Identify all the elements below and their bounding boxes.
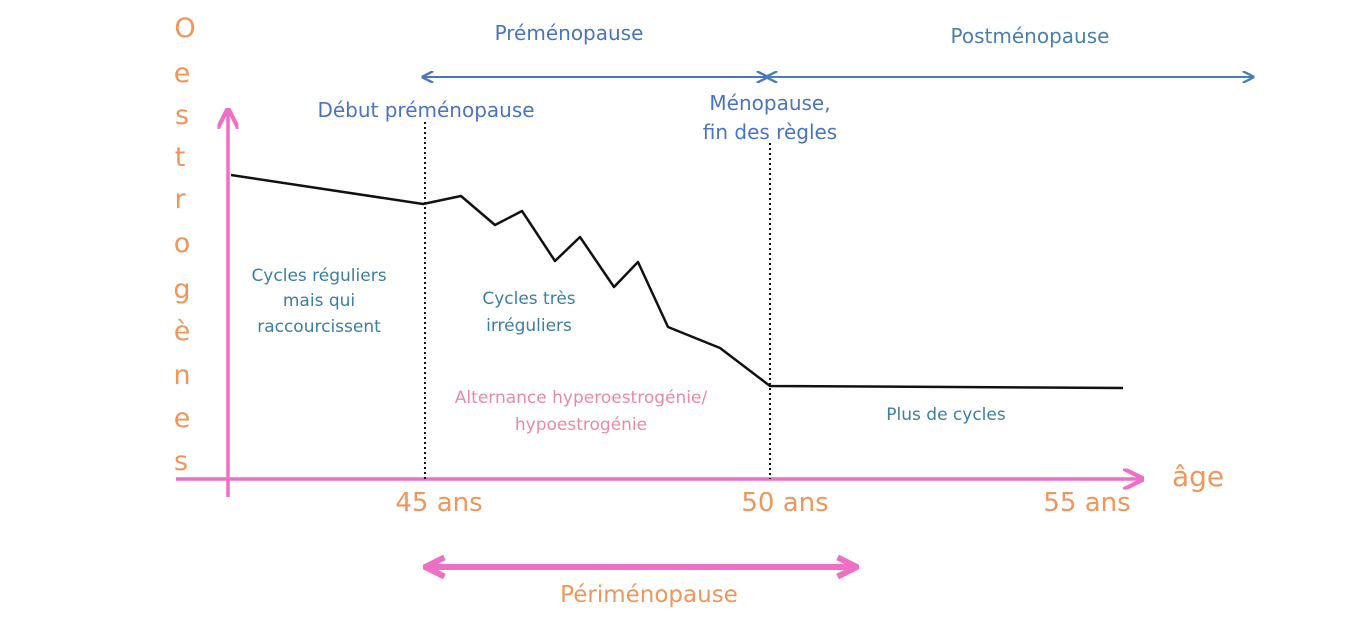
- note-line: Cycles très: [482, 289, 575, 309]
- y-label-letter: e: [174, 58, 191, 89]
- note-line: mais qui: [283, 291, 355, 311]
- y-label-letter: è: [174, 316, 191, 347]
- y-label-letter: s: [174, 446, 188, 477]
- y-axis-label: O e s t r o g è n e s: [173, 13, 195, 477]
- estrogen-curve: [230, 173, 1124, 390]
- no-cycles-note: Plus de cycles: [886, 405, 1006, 425]
- postmenopause-label: Postménopause: [951, 24, 1110, 48]
- tick-label-55: 55 ans: [1043, 488, 1130, 518]
- y-label-letter: g: [173, 274, 190, 305]
- tick-label-45: 45 ans: [395, 488, 482, 518]
- note-line: raccourcissent: [257, 317, 381, 337]
- menopause-label-line2: fin des règles: [703, 120, 837, 144]
- irregular-cycles-note: Cycles très irréguliers: [482, 289, 575, 336]
- y-label-letter: n: [173, 360, 190, 391]
- y-label-letter: e: [174, 403, 191, 434]
- debut-premenopause-label: Début préménopause: [317, 98, 534, 122]
- y-label-letter: r: [174, 184, 186, 215]
- y-label-letter: s: [175, 100, 189, 131]
- regular-cycles-note: Cycles réguliers mais qui raccourcissent: [251, 266, 386, 337]
- alternance-note: Alternance hyperoestrogénie/ hypoestrogé…: [455, 388, 708, 435]
- perimenopause-label: Périménopause: [560, 582, 738, 608]
- note-line: irréguliers: [486, 316, 572, 336]
- note-line: Cycles réguliers: [251, 266, 386, 286]
- y-label-letter: o: [174, 228, 191, 259]
- x-axis-label: âge: [1172, 460, 1224, 493]
- note-line: Alternance hyperoestrogénie/: [455, 388, 708, 408]
- y-label-letter: t: [175, 142, 186, 173]
- note-line: hypoestrogénie: [515, 415, 647, 435]
- y-label-letter: O: [174, 13, 195, 44]
- premenopause-label: Préménopause: [495, 21, 644, 45]
- tick-label-50: 50 ans: [741, 488, 828, 518]
- menopause-label-line1: Ménopause,: [709, 91, 830, 115]
